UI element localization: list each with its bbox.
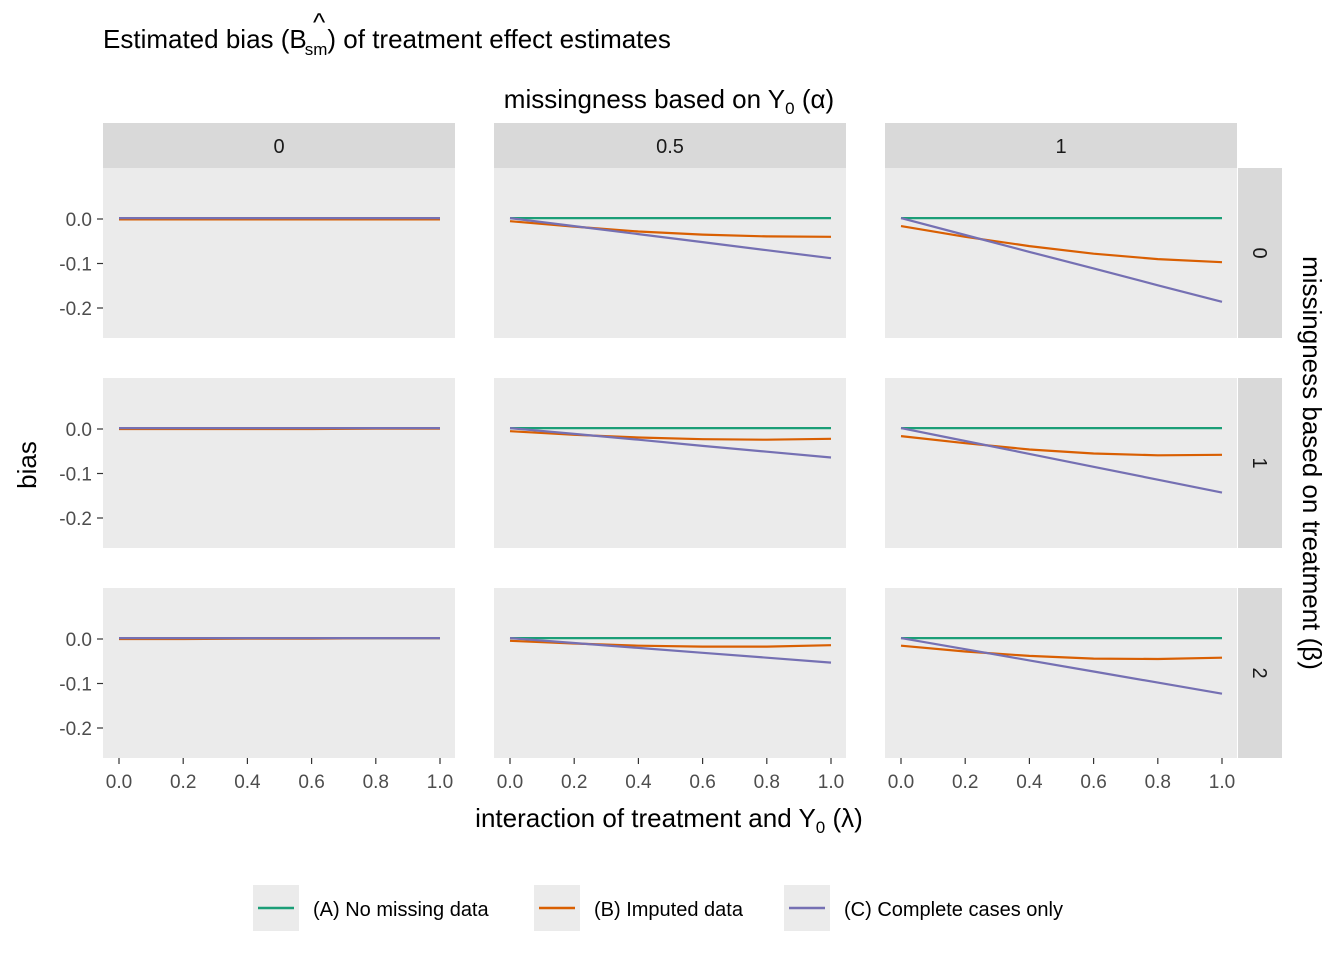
y-axis-title: bias bbox=[12, 441, 42, 489]
y-tick-label-r1-0: 0.0 bbox=[66, 420, 92, 441]
panel-bg-r0-c0 bbox=[103, 168, 455, 338]
x-tick-label-c1-5: 1.0 bbox=[818, 772, 844, 793]
x-tick-label-c0-4: 0.8 bbox=[363, 772, 389, 793]
x-tick-label-c2-1: 0.2 bbox=[952, 772, 978, 793]
panel-bg-r1-c0.5 bbox=[494, 378, 846, 548]
x-tick-label-c1-1: 0.2 bbox=[561, 772, 587, 793]
x-tick-label-c0-0: 0.0 bbox=[106, 772, 132, 793]
panel-bg-r1-c1 bbox=[885, 378, 1237, 548]
col-strip-label-1: 0.5 bbox=[656, 136, 684, 158]
panel-bg-r0-c1 bbox=[885, 168, 1237, 338]
legend-label-C: (C) Complete cases only bbox=[844, 899, 1063, 921]
facet-row-title: missingness based on treatment (β) bbox=[1297, 256, 1327, 670]
legend-label-A: (A) No missing data bbox=[313, 899, 489, 921]
y-tick-label-r1-2: -0.2 bbox=[59, 509, 92, 530]
x-tick-label-c1-4: 0.8 bbox=[754, 772, 780, 793]
panel-bg-r2-c1 bbox=[885, 588, 1237, 758]
x-tick-label-c1-0: 0.0 bbox=[497, 772, 523, 793]
y-tick-label-r2-0: 0.0 bbox=[66, 630, 92, 651]
x-tick-label-c1-2: 0.4 bbox=[625, 772, 652, 793]
y-tick-label-r1-1: -0.1 bbox=[59, 465, 92, 486]
col-strip-label-2: 1 bbox=[1055, 136, 1066, 158]
x-tick-label-c2-5: 1.0 bbox=[1209, 772, 1235, 793]
x-tick-label-c0-3: 0.6 bbox=[298, 772, 324, 793]
facet-col-title: missingness based on Y0 (α) bbox=[504, 84, 834, 118]
x-tick-label-c2-0: 0.0 bbox=[888, 772, 914, 793]
row-strip-label-1: 1 bbox=[1248, 457, 1270, 468]
panel-bg-r2-c0.5 bbox=[494, 588, 846, 758]
col-strip-label-0: 0 bbox=[273, 136, 284, 158]
title-hat-mark: ^ bbox=[313, 7, 326, 37]
y-tick-label-r0-1: -0.1 bbox=[59, 255, 92, 276]
y-tick-label-r0-0: 0.0 bbox=[66, 210, 92, 231]
x-tick-label-c0-2: 0.4 bbox=[234, 772, 261, 793]
x-tick-label-c0-1: 0.2 bbox=[170, 772, 196, 793]
y-tick-label-r2-2: -0.2 bbox=[59, 719, 92, 740]
x-tick-label-c1-3: 0.6 bbox=[689, 772, 715, 793]
x-tick-label-c2-4: 0.8 bbox=[1145, 772, 1171, 793]
legend-label-B: (B) Imputed data bbox=[594, 899, 744, 921]
x-tick-label-c2-3: 0.6 bbox=[1080, 772, 1106, 793]
x-tick-label-c0-5: 1.0 bbox=[427, 772, 453, 793]
x-tick-label-c2-2: 0.4 bbox=[1016, 772, 1043, 793]
y-tick-label-r0-2: -0.2 bbox=[59, 299, 92, 320]
x-axis-title: interaction of treatment and Y0 (λ) bbox=[475, 803, 863, 837]
row-strip-label-0: 0 bbox=[1248, 247, 1270, 258]
chart-title: Estimated bias (Bsm) of treatment effect… bbox=[103, 24, 671, 59]
y-tick-label-r2-1: -0.1 bbox=[59, 675, 92, 696]
panel-bg-r1-c0 bbox=[103, 378, 455, 548]
row-strip-label-2: 2 bbox=[1248, 667, 1270, 678]
panel-bg-r2-c0 bbox=[103, 588, 455, 758]
